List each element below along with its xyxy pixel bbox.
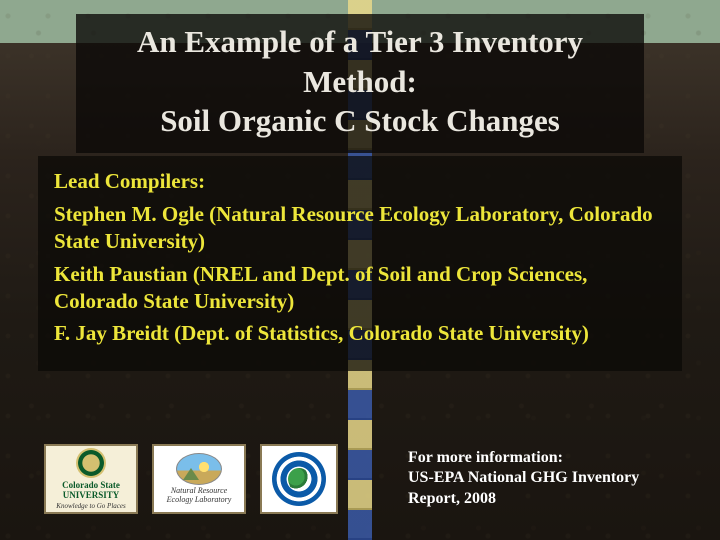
logo-csu: Colorado State UNIVERSITY Knowledge to G… <box>44 444 138 514</box>
logo-csu-line2: UNIVERSITY <box>63 491 120 501</box>
body-panel: Lead Compilers: Stephen M. Ogle (Natural… <box>38 156 682 371</box>
info-line-2: US-EPA National GHG Inventory Report, 20… <box>408 468 676 510</box>
body-paragraph: Stephen M. Ogle (Natural Resource Ecolog… <box>54 201 666 255</box>
body-heading: Lead Compilers: <box>54 168 666 195</box>
epa-seal-icon <box>272 452 326 506</box>
title-line-2: Soil Organic C Stock Changes <box>86 101 634 141</box>
logo-nrel: Natural Resource Ecology Laboratory <box>152 444 246 514</box>
csu-seal-icon <box>76 448 106 478</box>
nrel-scene-icon <box>176 453 222 485</box>
logo-row: Colorado State UNIVERSITY Knowledge to G… <box>44 444 338 514</box>
info-panel: For more information: US-EPA National GH… <box>408 448 676 510</box>
logo-nrel-line2: Ecology Laboratory <box>167 496 232 505</box>
info-line-1: For more information: <box>408 448 676 469</box>
body-paragraph: F. Jay Breidt (Dept. of Statistics, Colo… <box>54 320 666 347</box>
logo-csu-tagline: Knowledge to Go Places <box>56 503 125 511</box>
body-paragraph: Keith Paustian (NREL and Dept. of Soil a… <box>54 261 666 315</box>
title-panel: An Example of a Tier 3 Inventory Method:… <box>76 14 644 153</box>
title-line-1: An Example of a Tier 3 Inventory Method: <box>86 22 634 101</box>
logo-epa <box>260 444 338 514</box>
